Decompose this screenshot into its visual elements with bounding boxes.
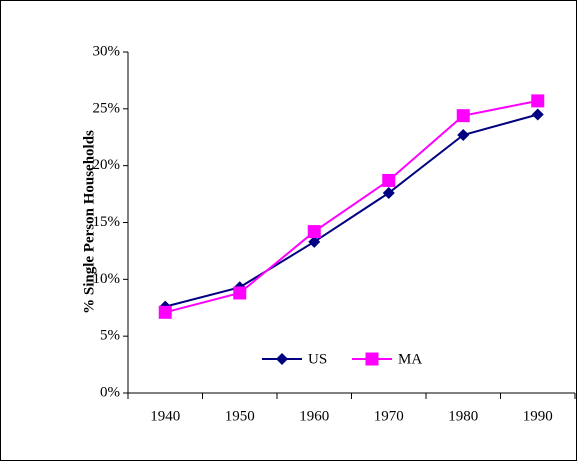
series-line [164, 99, 538, 314]
data-point [457, 128, 470, 141]
data-point [382, 186, 395, 199]
y-tick-label: 30% [93, 43, 121, 59]
y-axis-label: % Single Person Households [81, 130, 97, 314]
x-tick-label: 1960 [299, 408, 329, 424]
x-tick-label: 1950 [225, 408, 255, 424]
y-tick-label: 15% [93, 214, 121, 230]
y-tick-label: 5% [100, 328, 120, 344]
legend-label: US [308, 351, 327, 367]
data-point [456, 109, 470, 123]
data-point [531, 108, 544, 121]
x-tick-label: 1980 [448, 408, 478, 424]
data-point [233, 286, 247, 300]
y-tick-label: 20% [93, 157, 121, 173]
x-tick-label: 1940 [150, 408, 180, 424]
data-point [382, 173, 396, 187]
legend-marker [365, 352, 379, 366]
x-tick-label: 1970 [374, 408, 404, 424]
data-point [307, 225, 321, 239]
data-point [158, 305, 172, 319]
data-point [308, 235, 321, 248]
series-line [164, 113, 539, 308]
legend-label: MA [398, 351, 422, 367]
y-tick-label: 25% [93, 100, 121, 116]
data-point [531, 94, 545, 108]
x-tick-label: 1990 [523, 408, 553, 424]
y-tick-label: 0% [100, 384, 120, 400]
legend-marker [276, 353, 288, 365]
y-tick-label: 10% [93, 271, 121, 287]
